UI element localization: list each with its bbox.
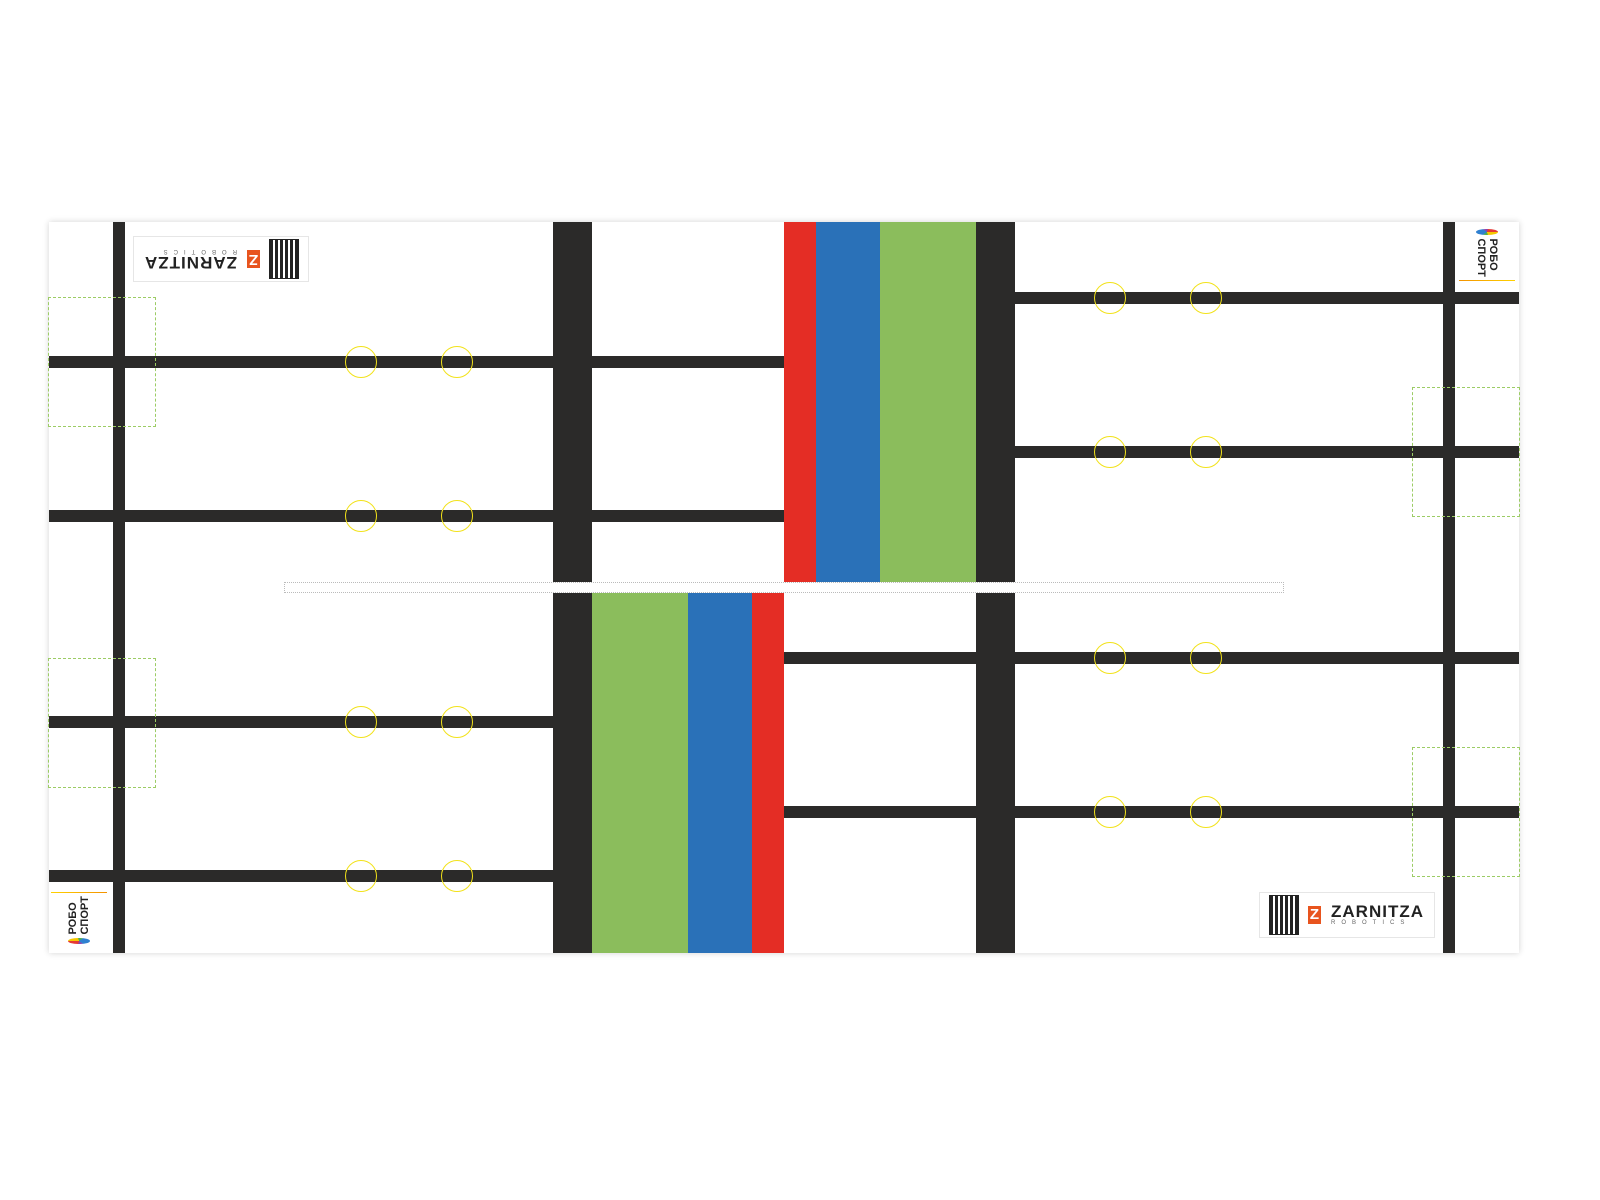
blue-band-bottom [688,593,752,953]
circle-marker [1190,642,1222,674]
dashed-zone [1412,387,1520,517]
circle-marker [441,860,473,892]
circle-marker [1094,642,1126,674]
robot-field-mat: Z ZARNITZA ROBOTICS Z ZARNITZA ROBOTICS РО… [48,222,1520,953]
circle-marker [441,706,473,738]
circle-marker [1190,282,1222,314]
circle-marker [441,346,473,378]
circle-marker [441,500,473,532]
center-gap [553,582,1015,593]
circle-marker [1094,796,1126,828]
robosport-logo-top: РОБО СПОРТ [1456,229,1518,281]
zarnitza-logo-bottom: Z ZARNITZA ROBOTICS [1259,892,1435,938]
red-band-bottom [752,593,784,953]
horizontal-line [784,652,1519,664]
robosport-logo-bottom: РОБО СПОРТ [48,892,110,944]
wide-vertical-line [553,593,592,953]
robosport-line2: СПОРТ [1475,238,1487,277]
circle-marker [1190,436,1222,468]
robosport-line1: РОБО [1487,238,1499,271]
wide-vertical-line [976,593,1015,953]
circle-marker [1190,796,1222,828]
circle-marker [345,860,377,892]
red-band-top [784,222,816,582]
qr-code-icon [1269,895,1299,935]
horizontal-line [1015,446,1519,458]
horizontal-line [784,806,1519,818]
wide-vertical-line [553,222,592,582]
horizontal-line [49,716,553,728]
dashed-zone [1412,747,1520,877]
circle-marker [1094,282,1126,314]
yellow-bar [1459,279,1515,281]
vertical-line [1443,222,1455,953]
circle-marker [345,500,377,532]
horizontal-line [49,870,553,882]
blue-band-top [816,222,880,582]
zarnitza-mark-icon: Z [1307,906,1322,924]
robosport-line2: СПОРТ [79,896,91,935]
circle-marker [1094,436,1126,468]
center-dotted-outline [284,582,1284,593]
dashed-zone [48,297,156,427]
yellow-bar [51,892,107,894]
horizontal-line [49,510,784,522]
robosport-flower-icon [1476,229,1498,236]
vertical-line [113,222,125,953]
zarnitza-logo-top: Z ZARNITZA ROBOTICS [133,236,309,282]
dashed-zone [48,658,156,788]
horizontal-line [1015,292,1519,304]
green-band-top [880,222,976,582]
circle-marker [345,346,377,378]
horizontal-line [49,356,784,368]
wide-vertical-line [976,222,1015,582]
green-band-bottom [592,593,688,953]
qr-code-icon [269,239,299,279]
brand-name: ZARNITZA [1331,902,1424,921]
brand-sub: ROBOTICS [157,248,237,254]
brand-name: ZARNITZA [144,253,237,272]
brand-sub: ROBOTICS [1331,920,1411,926]
robosport-line1: РОБО [67,902,79,935]
robosport-flower-icon [68,937,90,944]
circle-marker [345,706,377,738]
zarnitza-mark-icon: Z [246,250,261,268]
